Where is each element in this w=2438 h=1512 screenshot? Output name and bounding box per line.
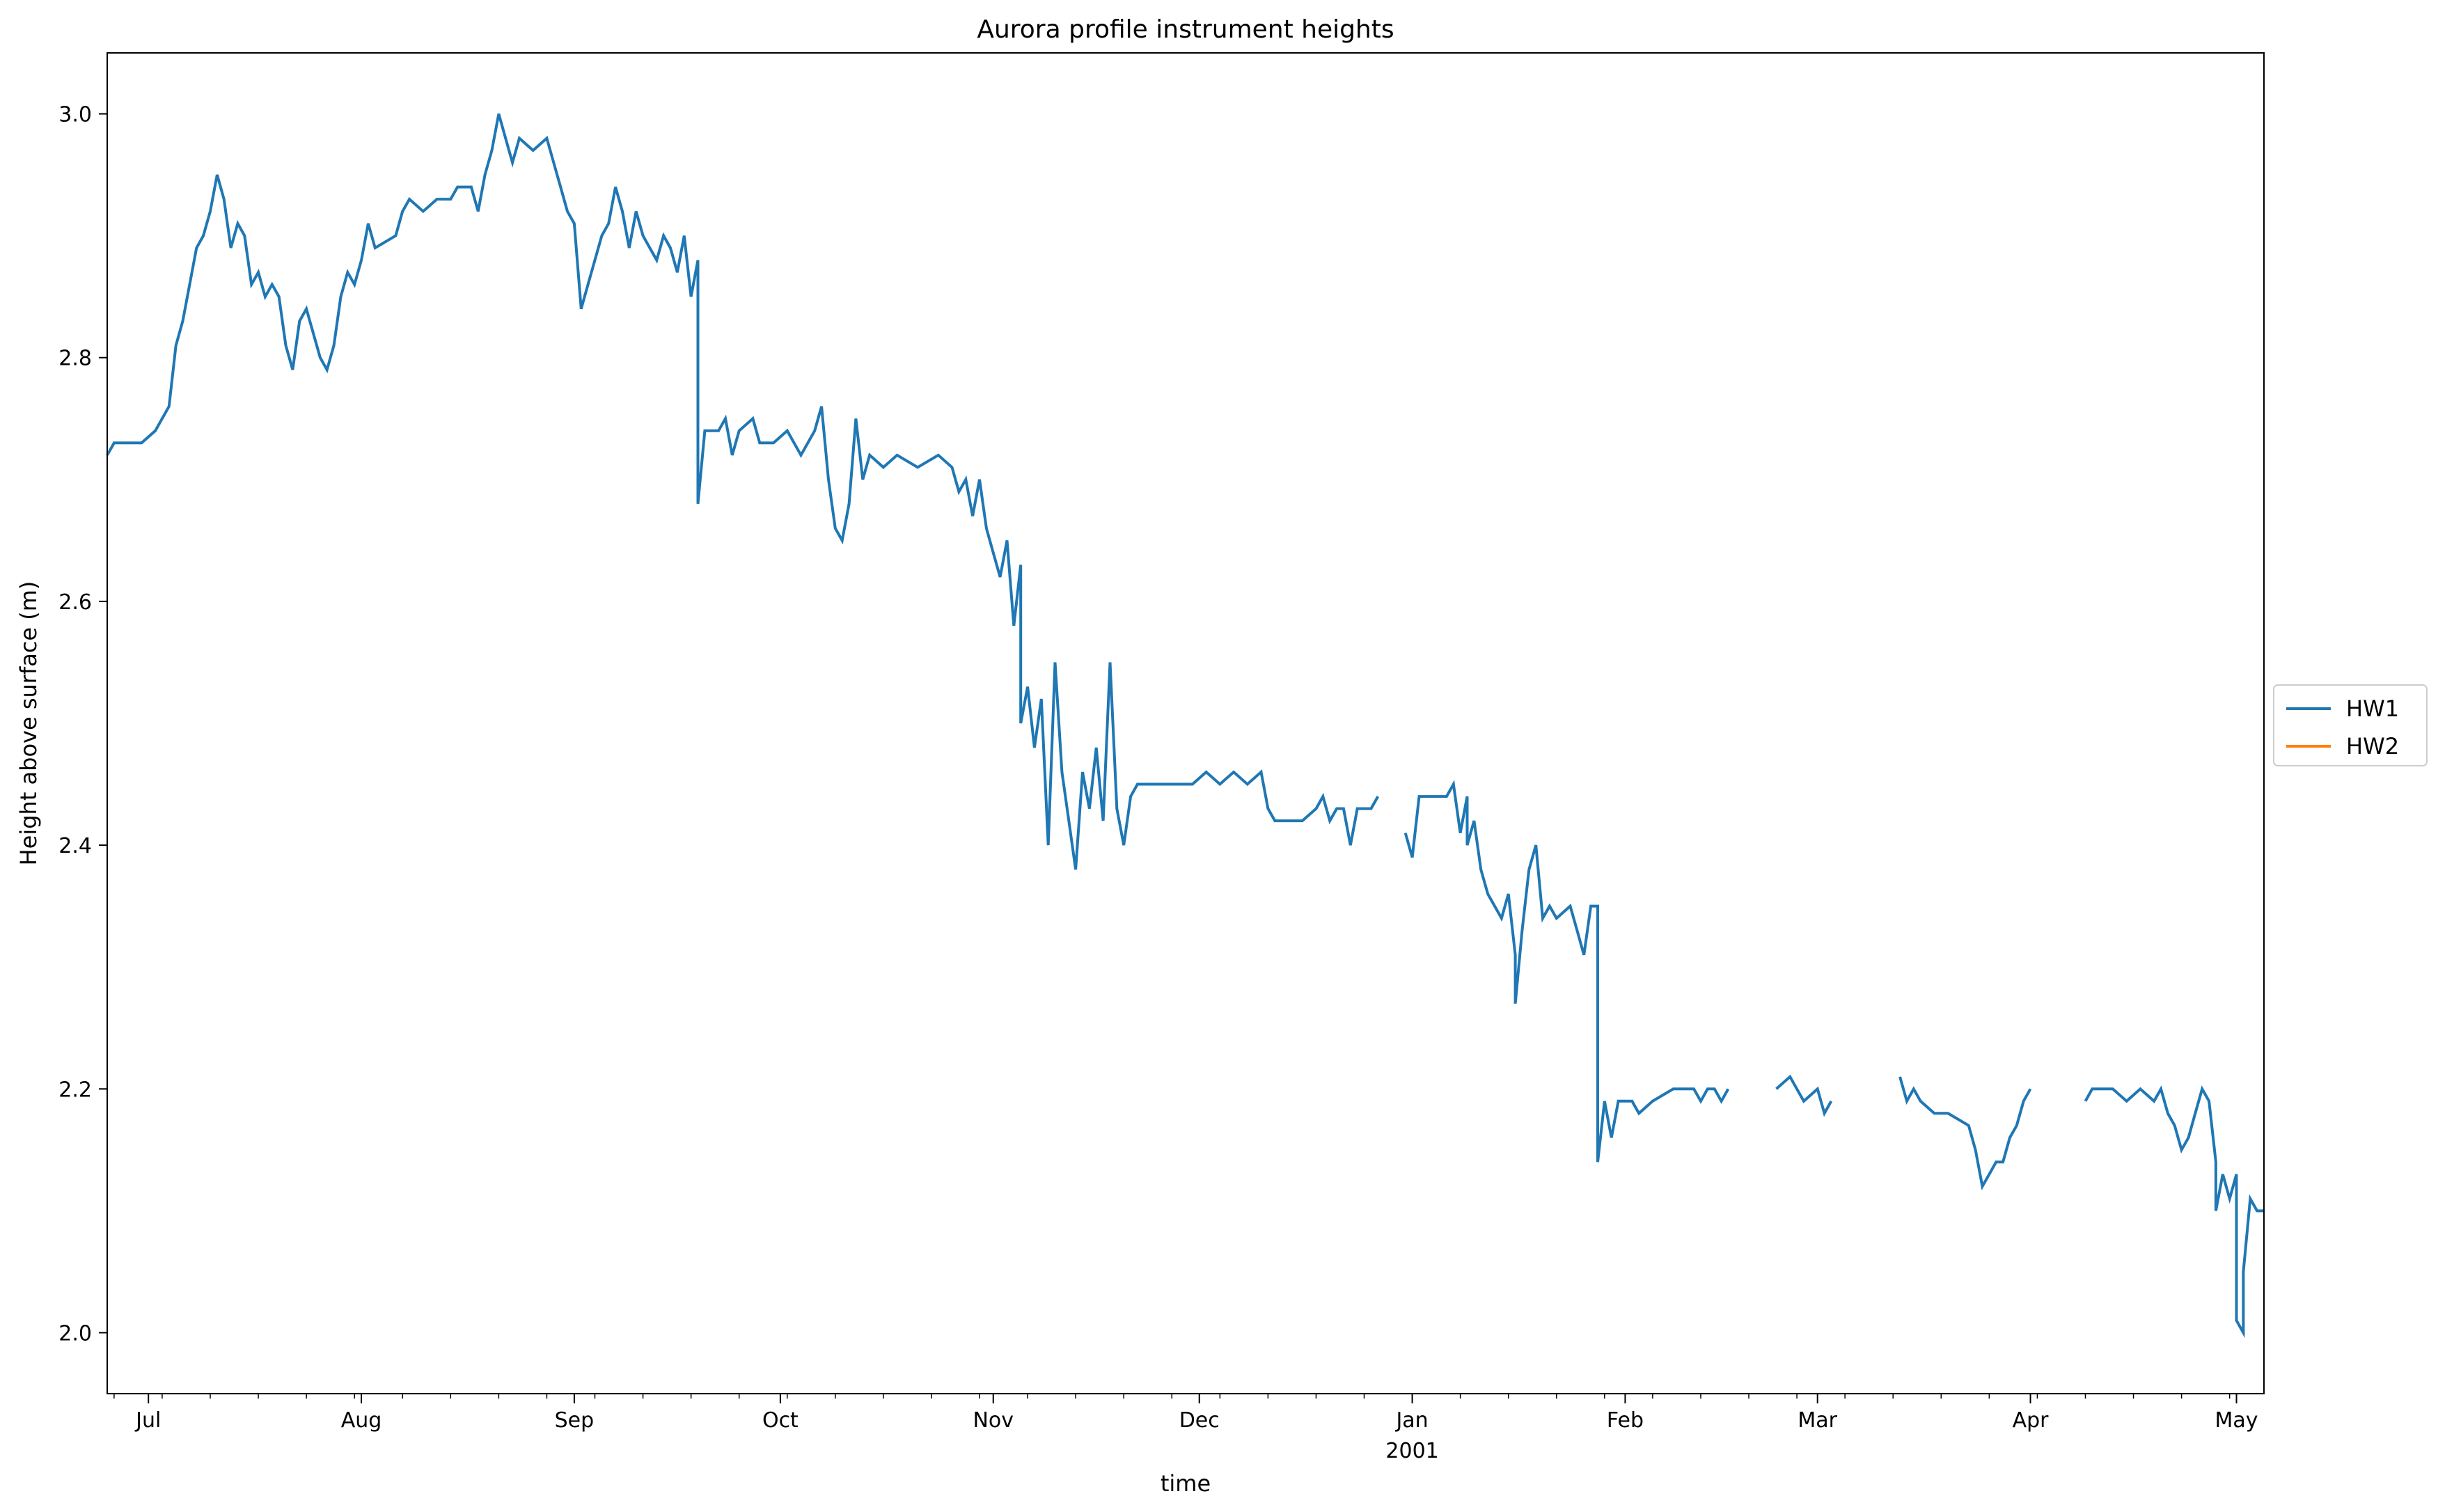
x-tick-label: May — [2215, 1408, 2258, 1433]
x-tick-label: Mar — [1798, 1408, 1837, 1433]
y-tick-label: 2.8 — [58, 347, 92, 371]
x-tick-label: Oct — [762, 1408, 799, 1433]
series-layer — [106, 113, 2264, 1339]
chart-title: Aurora profile instrument heights — [977, 15, 1394, 44]
series-line-hw1-segment-1 — [106, 113, 1380, 870]
x-tick-label: Jul — [134, 1408, 161, 1433]
y-tick-label: 2.6 — [58, 590, 92, 615]
x-tick-label: Aug — [341, 1408, 382, 1433]
series-line-hw1-segment-5 — [2084, 1085, 2264, 1339]
y-tick-label: 2.4 — [58, 834, 92, 858]
y-axis: 2.0 2.2 2.4 2.6 2.8 3.0 — [58, 103, 107, 1346]
y-tick-label: 2.0 — [58, 1321, 92, 1346]
legend-label-hw1: HW1 — [2346, 695, 2399, 722]
x-tick-label: Feb — [1607, 1408, 1644, 1433]
y-axis-label: Height above surface (m) — [15, 581, 42, 866]
x-tick-year-label: 2001 — [1385, 1439, 1438, 1463]
plot-area — [106, 52, 2265, 1394]
x-tick-label: Apr — [2013, 1408, 2050, 1433]
x-axis-label: time — [1161, 1470, 1211, 1497]
x-tick-label: Nov — [973, 1408, 1014, 1433]
x-tick-label: Jan — [1394, 1408, 1428, 1433]
axes-frame — [107, 52, 2265, 1394]
y-tick-label: 3.0 — [58, 103, 92, 127]
x-axis: Jul Aug Sep Oct Nov Dec Jan 2001 Feb Mar Apr May — [113, 1394, 2258, 1463]
x-tick-label: Sep — [555, 1408, 595, 1433]
legend-label-hw2: HW2 — [2346, 733, 2399, 759]
series-line-hw1-segment-2 — [1403, 780, 1730, 1163]
y-tick-label: 2.2 — [58, 1078, 92, 1102]
series-line-hw1-segment-4 — [1898, 1076, 2032, 1191]
series-line-hw1-segment-3 — [1775, 1074, 1833, 1117]
x-tick-label: Dec — [1179, 1408, 1220, 1433]
